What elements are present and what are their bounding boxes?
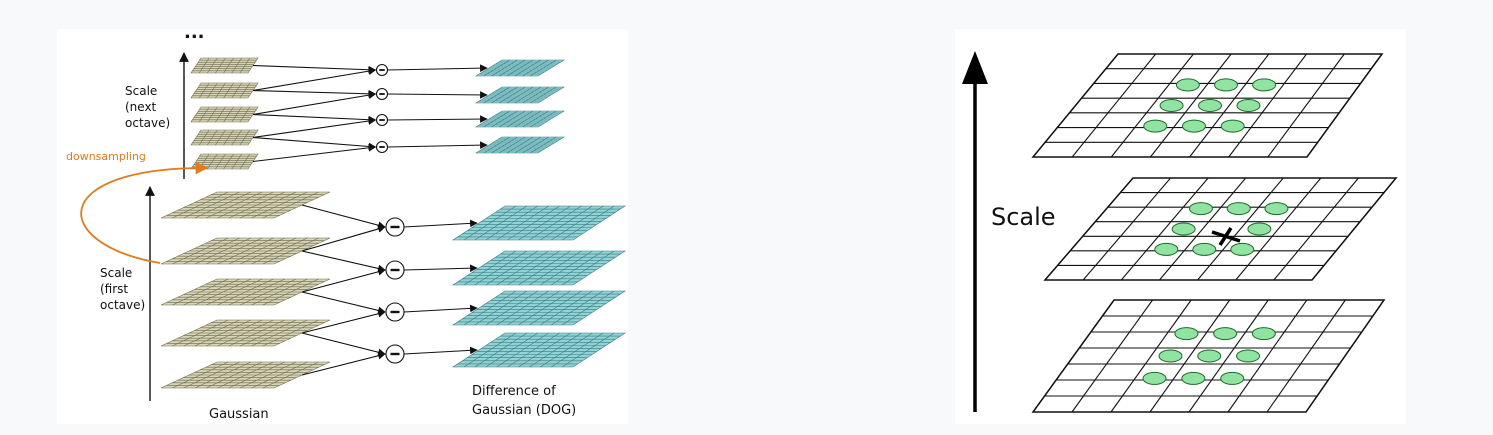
neighbor-point — [1252, 78, 1277, 92]
dog-plane-first-octave-2 — [451, 250, 627, 286]
neighbor-point — [1251, 327, 1276, 341]
neighbor-point — [1181, 371, 1206, 385]
gaussian-plane-next-octave-to-subtract-arrow — [252, 143, 377, 163]
gaussian-plane-next-octave-2 — [190, 82, 259, 99]
dog-plane-first-octave-4 — [451, 332, 627, 368]
subtract-operator — [375, 113, 389, 127]
gaussian-plane-next-octave-4 — [190, 129, 259, 146]
dog-plane-first-octave-input-arrow — [403, 346, 478, 355]
neighbor-point — [1236, 349, 1261, 363]
neighbor-point — [1159, 99, 1184, 112]
subtract-operator — [385, 217, 405, 237]
subtract-operator — [375, 63, 389, 77]
subtract-operator — [385, 344, 405, 364]
gaussian-plane-first-octave-to-subtract-arrow — [301, 309, 386, 334]
scale-plane-below — [1031, 299, 1386, 413]
gaussian-plane-first-octave-to-subtract-arrow — [301, 332, 386, 357]
dog-label-line2: Gaussian (DOG) — [472, 403, 576, 418]
dog-plane-first-octave-input-arrow — [403, 219, 478, 228]
gaussian-plane-first-octave-1 — [160, 191, 331, 219]
neighbor-point — [1142, 371, 1167, 385]
neighbor-point — [1174, 327, 1199, 341]
dog-plane-next-octave-1 — [474, 59, 566, 77]
dog-plane-first-octave-1 — [451, 205, 627, 241]
subtract-operator — [375, 87, 389, 101]
gaussian-plane-first-octave-to-subtract-arrow — [301, 268, 386, 293]
neighbor-point — [1171, 222, 1196, 236]
gaussian-plane-next-octave-to-subtract-arrow — [252, 113, 377, 124]
scale-first-octave-line1: Scale — [100, 266, 132, 280]
neighbor-point — [1264, 202, 1289, 216]
scale-next-octave-line1: Scale — [125, 84, 157, 98]
gaussian-plane-next-octave-5 — [190, 153, 259, 170]
dog-label-line1: Difference of — [472, 384, 556, 399]
gaussian-plane-first-octave-2 — [160, 237, 331, 265]
scale-next-octave-line2: (next — [125, 100, 157, 114]
neighbor-point — [1213, 327, 1238, 341]
neighbor-point — [1188, 202, 1213, 216]
dog-plane-first-octave-input-arrow — [403, 264, 478, 273]
neighbor-point — [1182, 119, 1206, 133]
scale-space-diagram: Scale — [962, 51, 1398, 413]
dog-plane-next-octave-2 — [474, 86, 566, 104]
ellipsis-label: ... — [184, 22, 205, 43]
neighbor-point — [1175, 78, 1200, 92]
scale-axis-label: Scale — [991, 203, 1056, 231]
gaussian-plane-first-octave-to-subtract-arrow — [301, 291, 386, 315]
dog-plane-next-octave-input-arrow — [387, 91, 488, 99]
neighbor-point — [1214, 78, 1238, 92]
neighbor-point — [1226, 202, 1251, 216]
scale-first-octave-line3: octave) — [100, 298, 145, 312]
dog-plane-next-octave-4 — [474, 136, 566, 154]
neighbor-point — [1192, 242, 1217, 256]
gaussian-plane-next-octave-to-subtract-arrow — [252, 64, 377, 74]
scale-axis-arrowhead — [962, 51, 988, 84]
gaussian-plane-first-octave-to-subtract-arrow — [301, 250, 386, 273]
subtract-operator — [375, 140, 389, 154]
downsampling-label: downsampling — [66, 150, 146, 163]
scale-first-octave-line2: (first — [100, 282, 128, 296]
subtract-operator — [385, 302, 405, 322]
dog-plane-next-octave-input-arrow — [387, 64, 488, 72]
scale-next-octave-line3: octave) — [125, 116, 170, 130]
dog-plane-next-octave-input-arrow — [387, 115, 488, 123]
gaussian-plane-first-octave-4 — [160, 319, 331, 347]
scale-plane-above — [1031, 53, 1384, 158]
scale-plane-current — [1043, 177, 1398, 281]
neighbor-point — [1158, 349, 1183, 363]
neighbor-point — [1236, 99, 1261, 112]
neighbor-point — [1197, 349, 1222, 363]
gaussian-label: Gaussian — [209, 407, 269, 422]
dog-pyramid-diagram: ... Scale (next octave) downsampling Sca… — [66, 22, 627, 422]
neighbor-point — [1198, 99, 1222, 112]
sample-point-x-mark — [1211, 227, 1241, 246]
gaussian-plane-next-octave-to-subtract-arrow — [252, 89, 377, 98]
gaussian-plane-next-octave-3 — [190, 106, 259, 123]
gaussian-plane-first-octave-5 — [160, 361, 331, 389]
downsampling-arrow — [80, 161, 209, 264]
gaussian-plane-next-octave-1 — [190, 57, 259, 74]
dog-plane-first-octave-input-arrow — [403, 304, 478, 313]
dog-plane-first-octave-3 — [451, 290, 627, 326]
gaussian-plane-first-octave-to-subtract-arrow — [301, 204, 386, 229]
neighbor-point — [1230, 242, 1255, 256]
neighbor-point — [1220, 371, 1245, 385]
gaussian-plane-next-octave-to-subtract-arrow — [252, 67, 377, 92]
scale-space-extrema-figure: Scale — [955, 29, 1406, 424]
gaussian-plane-next-octave-to-subtract-arrow — [252, 136, 377, 151]
dog-plane-next-octave-input-arrow — [387, 141, 488, 149]
neighbor-point — [1143, 119, 1168, 133]
neighbor-point — [1220, 119, 1245, 133]
neighbor-point — [1154, 242, 1179, 256]
gaussian-plane-first-octave-to-subtract-arrow — [301, 225, 386, 252]
gaussian-plane-first-octave-3 — [160, 278, 331, 306]
dog-pyramid-figure: ... Scale (next octave) downsampling Sca… — [57, 22, 628, 424]
gaussian-plane-first-octave-to-subtract-arrow — [301, 351, 386, 376]
dog-plane-next-octave-3 — [474, 110, 566, 128]
gaussian-plane-next-octave-to-subtract-arrow — [252, 91, 377, 116]
neighbor-point — [1247, 222, 1272, 236]
gaussian-plane-next-octave-to-subtract-arrow — [252, 117, 377, 139]
subtract-operator — [385, 260, 405, 280]
